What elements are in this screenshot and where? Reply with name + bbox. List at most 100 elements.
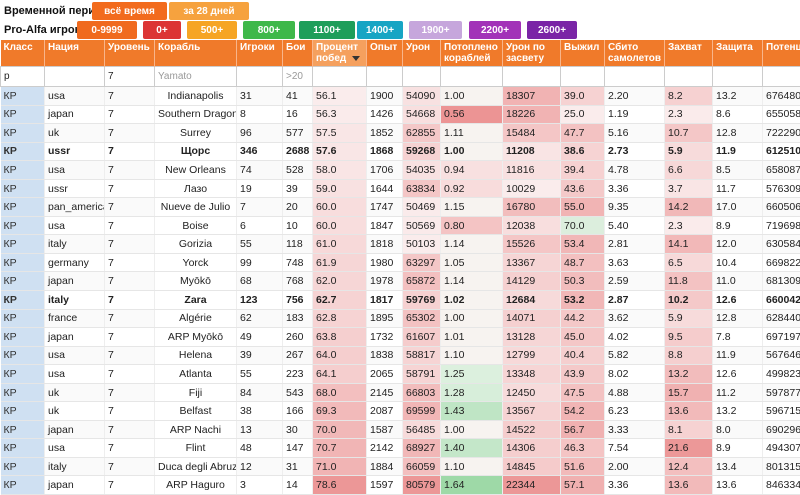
players-1400plus-button[interactable]: 1400+	[357, 21, 403, 39]
col-header-damage[interactable]: Урон	[403, 40, 441, 67]
cell-class: КР	[1, 235, 45, 254]
cell-spot-damage: 11208	[503, 142, 561, 161]
cell-tier: 7	[105, 124, 155, 143]
cell-players: 123	[237, 291, 283, 310]
cell-tier: 7	[105, 457, 155, 476]
players-0plus-button[interactable]: 0+	[143, 21, 181, 39]
players-0-9999-button[interactable]: 0-9999	[77, 21, 137, 39]
cell-capture: 14.1	[665, 235, 713, 254]
col-header-players[interactable]: Игроки	[237, 40, 283, 67]
col-header-battles[interactable]: Бои	[283, 40, 313, 67]
cell-win-rate: 78.6	[313, 476, 367, 495]
col-header-tier[interactable]: Уровень	[105, 40, 155, 67]
cell-planes: 4.88	[605, 383, 665, 402]
players-2600plus-button[interactable]: 2600+	[527, 21, 577, 39]
period-all-time-button[interactable]: всё время	[92, 2, 167, 20]
cell-tier: 7	[105, 142, 155, 161]
players-1100plus-button[interactable]: 1100+	[299, 21, 355, 39]
players-filter-input[interactable]	[237, 68, 282, 86]
col-header-spot-damage[interactable]: Урон по засвету	[503, 40, 561, 67]
col-header-class[interactable]: Класс	[1, 40, 45, 67]
col-header-kills[interactable]: Потоплено кораблей	[441, 40, 503, 67]
col-header-nation[interactable]: Нация	[45, 40, 105, 67]
cell-nation: italy	[45, 457, 105, 476]
col-header-survived[interactable]: Выжил	[561, 40, 605, 67]
cell-win-rate: 62.7	[313, 291, 367, 310]
cell-survived: 44.2	[561, 309, 605, 328]
cell-potential: 630584	[763, 235, 800, 254]
cell-spot-damage: 14129	[503, 272, 561, 291]
cell-players: 3	[237, 476, 283, 495]
col-header-potential[interactable]: Потенциал	[763, 40, 800, 67]
cell-battles: 30	[283, 420, 313, 439]
col-header-ship[interactable]: Корабль	[155, 40, 237, 67]
col-header-defense[interactable]: Защита	[713, 40, 763, 67]
filter-cell-empty	[313, 67, 367, 87]
cell-defense: 12.8	[713, 124, 763, 143]
cell-spot-damage: 13348	[503, 365, 561, 384]
cell-experience: 1978	[367, 272, 403, 291]
cell-defense: 11.7	[713, 179, 763, 198]
cell-ship: Indianapolis	[155, 87, 237, 106]
cell-capture: 15.7	[665, 383, 713, 402]
col-header-win-rate[interactable]: Процент побед	[313, 40, 367, 67]
cell-ship: Fiji	[155, 383, 237, 402]
class-filter-input[interactable]	[1, 68, 44, 86]
cell-spot-damage: 11816	[503, 161, 561, 180]
cell-tier: 7	[105, 105, 155, 124]
col-header-capture[interactable]: Захват	[665, 40, 713, 67]
cell-damage: 59268	[403, 142, 441, 161]
nation-filter-input[interactable]	[45, 68, 104, 86]
cell-class: КР	[1, 383, 45, 402]
period-28-days-button[interactable]: за 28 дней	[169, 2, 249, 20]
cell-planes: 2.87	[605, 291, 665, 310]
cell-potential: 697197	[763, 328, 800, 347]
cell-damage: 54035	[403, 161, 441, 180]
cell-potential: 567646	[763, 346, 800, 365]
cell-players: 49	[237, 328, 283, 347]
tier-filter-input[interactable]	[105, 68, 154, 86]
players-2200plus-button[interactable]: 2200+	[469, 21, 521, 39]
ship-filter-input[interactable]	[155, 68, 236, 86]
cell-capture: 10.2	[665, 291, 713, 310]
cell-ship: ARP Nachi	[155, 420, 237, 439]
battles-filter-input[interactable]	[283, 68, 312, 86]
cell-planes: 2.73	[605, 142, 665, 161]
players-500plus-button[interactable]: 500+	[187, 21, 237, 39]
cell-kills: 1.10	[441, 457, 503, 476]
cell-survived: 48.7	[561, 253, 605, 272]
col-header-experience[interactable]: Опыт	[367, 40, 403, 67]
col-header-planes[interactable]: Сбито самолетов	[605, 40, 665, 67]
cell-kills: 1.05	[441, 253, 503, 272]
cell-battles: 2688	[283, 142, 313, 161]
cell-planes: 3.36	[605, 476, 665, 495]
cell-battles: 10	[283, 216, 313, 235]
players-1900plus-button[interactable]: 1900+	[409, 21, 462, 39]
players-800plus-button[interactable]: 800+	[243, 21, 295, 39]
cell-potential: 676480	[763, 87, 800, 106]
cell-capture: 5.9	[665, 309, 713, 328]
cell-win-rate: 56.1	[313, 87, 367, 106]
